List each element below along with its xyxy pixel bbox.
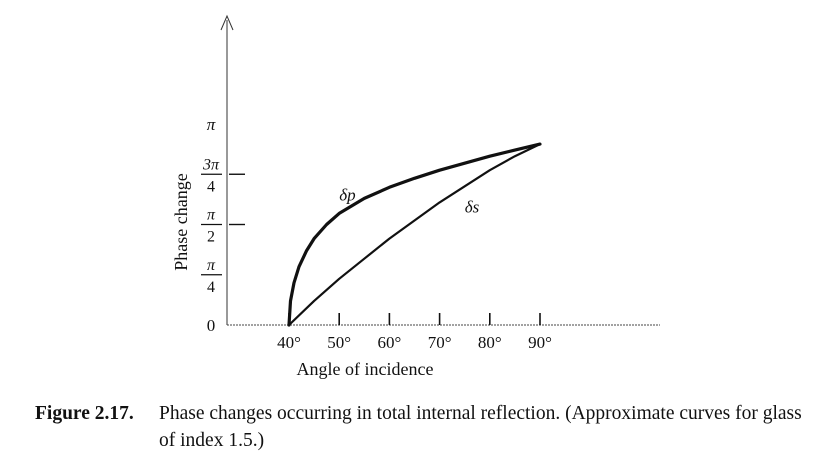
series-label: δs: [465, 197, 480, 216]
x-tick-label: 80°: [478, 333, 502, 352]
axes: [220, 14, 660, 326]
series-line-delta-s: [287, 143, 542, 327]
y-tick-denominator: 4: [207, 178, 215, 195]
x-tick-label: 60°: [377, 333, 401, 352]
y-tick-numerator: π: [207, 207, 216, 224]
y-axis-label: Phase change: [171, 173, 191, 270]
x-tick-label: 40°: [277, 333, 301, 352]
y-axis-arrow: [220, 14, 234, 31]
y-tick-denominator: 4: [207, 279, 215, 296]
series-line-delta-p: [287, 142, 542, 327]
x-tick-label: 90°: [528, 333, 552, 352]
series-label: δp: [339, 185, 355, 204]
x-tick-label: 50°: [327, 333, 351, 352]
y-tick-numerator: π: [207, 257, 216, 274]
x-axis-label: Angle of incidence: [297, 359, 434, 379]
series-group: δp δs: [287, 142, 542, 327]
x-tick-label: 70°: [428, 333, 452, 352]
y-tick-numerator: 3π: [202, 156, 220, 173]
y-axis-ticks: 0 π 4 π 2 3π 4 π: [201, 115, 245, 335]
y-tick-label: π: [207, 115, 216, 134]
phase-change-chart: 40° 50° 60° 70° 80° 90° 0 π 4 π 2 3π 4 π δp δs Phase …: [171, 14, 660, 379]
caption-text: Phase changes occurring in total interna…: [159, 403, 802, 451]
y-tick-label: 0: [207, 316, 216, 335]
y-tick-denominator: 2: [207, 229, 215, 246]
caption-number: Figure 2.17.: [35, 403, 134, 424]
x-axis-ticks: 40° 50° 60° 70° 80° 90°: [277, 313, 552, 352]
